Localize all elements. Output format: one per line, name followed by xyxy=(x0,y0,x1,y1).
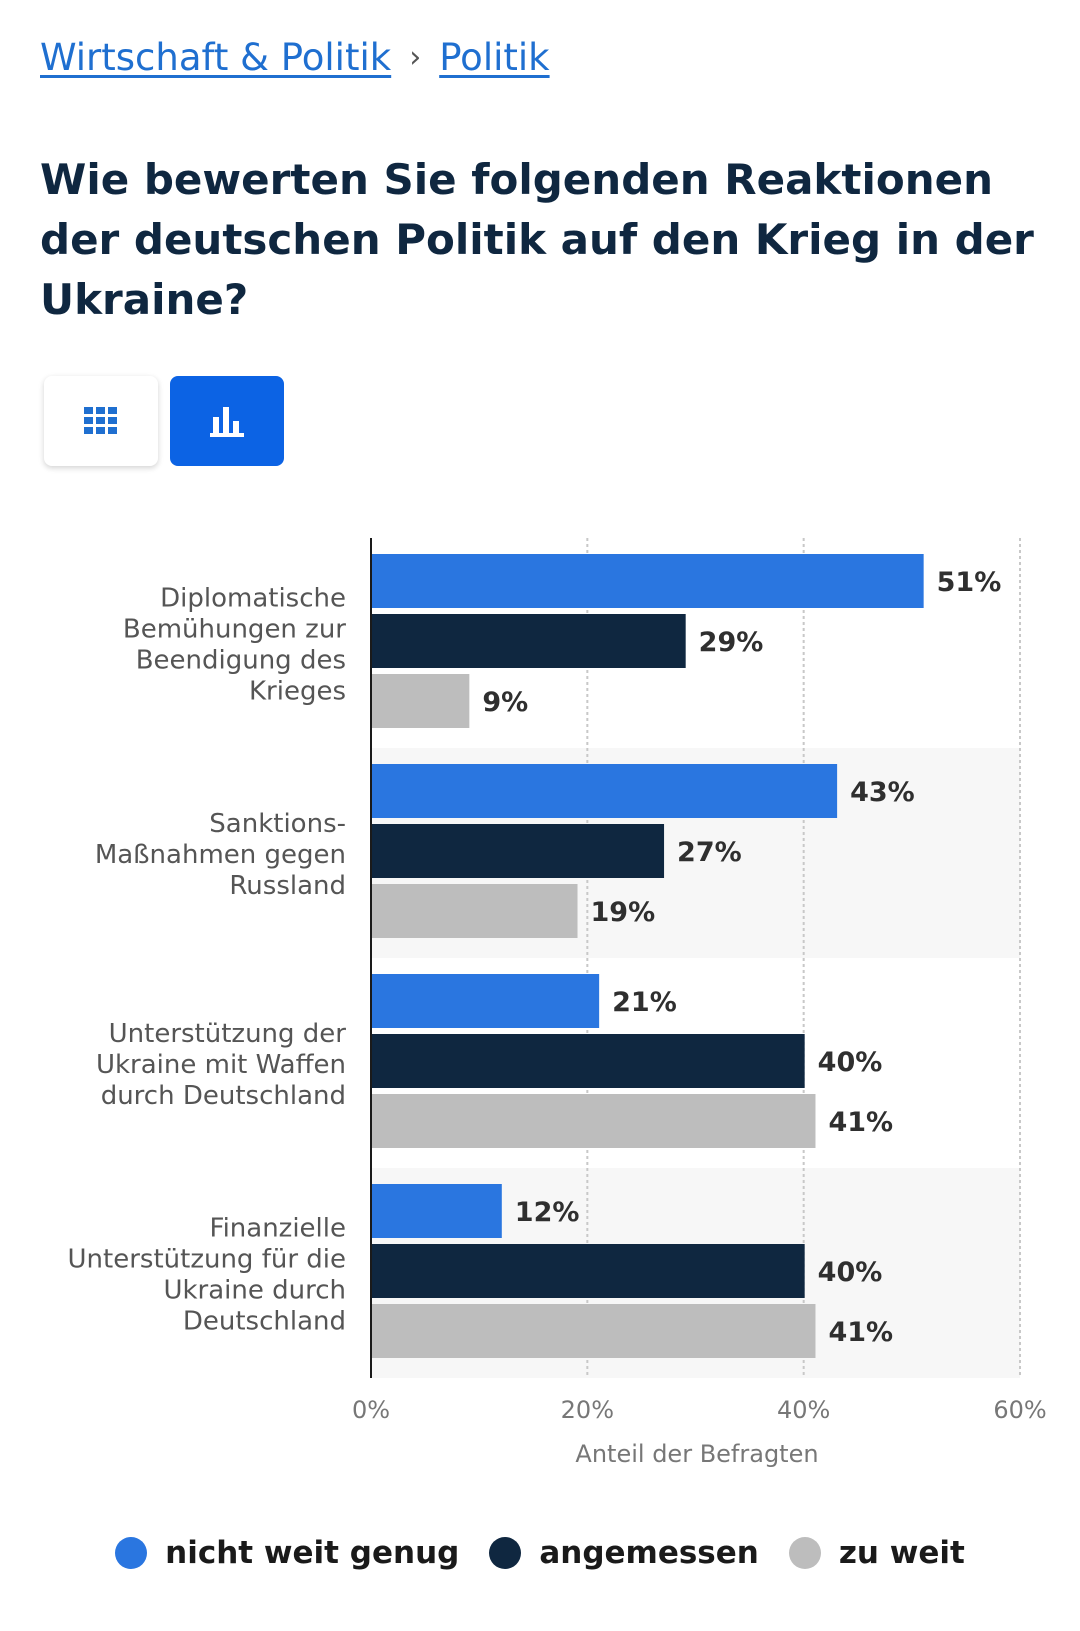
bar xyxy=(372,1094,816,1148)
breadcrumb-link-wirtschaft-politik[interactable]: Wirtschaft & Politik xyxy=(40,36,392,79)
legend-item[interactable]: zu weit xyxy=(788,1535,965,1571)
x-tick-label: 20% xyxy=(561,1396,614,1424)
bar xyxy=(372,554,924,608)
data-label: 21% xyxy=(612,987,677,1018)
legend-label: angemessen xyxy=(539,1535,759,1571)
category-label: Finanzielle Unterstützung für die Ukraine … xyxy=(68,1214,346,1337)
bar xyxy=(372,1034,805,1088)
data-label: 43% xyxy=(850,777,915,808)
table-view-button[interactable] xyxy=(44,376,158,466)
data-label: 41% xyxy=(828,1317,893,1348)
breadcrumb-separator: › xyxy=(409,40,422,75)
data-label: 12% xyxy=(515,1197,580,1228)
bar-chart-icon xyxy=(210,407,244,437)
bar-chart: 51% 29% 9% 43% 27% 19% 21% 40% 41% 12% 40% 41% Dipl… xyxy=(68,538,1047,1468)
category-label: Unterstützung der Ukraine mit Waffen durch… xyxy=(96,1019,346,1111)
x-tick-label: 40% xyxy=(777,1396,830,1424)
category-label: Sanktions-Maßnahmen gegen Russland xyxy=(95,809,346,901)
x-axis-label: Anteil der Befragten xyxy=(575,1440,818,1468)
bar xyxy=(372,764,838,818)
bar xyxy=(372,884,578,938)
chart-view-button[interactable] xyxy=(170,376,284,466)
legend-label: nicht weit genug xyxy=(165,1535,460,1571)
legend-item[interactable]: angemessen xyxy=(489,1535,759,1571)
legend-marker xyxy=(489,1537,522,1569)
bar xyxy=(372,674,470,728)
legend: nicht weit genug angemessen zu weit xyxy=(0,1535,1080,1571)
bar xyxy=(372,974,600,1028)
bar xyxy=(372,1304,816,1358)
x-tick-label: 0% xyxy=(352,1396,390,1424)
bar xyxy=(372,1184,502,1238)
category-label: Diplomatische Bemühungen zur Beendigung de… xyxy=(123,584,346,707)
bar xyxy=(372,824,665,878)
data-label: 9% xyxy=(482,687,528,718)
chart-title: Wie bewerten Sie folgenden Reaktionen de… xyxy=(40,155,1034,324)
data-label: 40% xyxy=(818,1257,883,1288)
data-label: 19% xyxy=(591,897,656,928)
breadcrumb-link-politik[interactable]: Politik xyxy=(439,36,550,79)
data-label: 41% xyxy=(828,1107,893,1138)
breadcrumb: Wirtschaft & Politik › Politik xyxy=(40,36,550,79)
grid-icon xyxy=(84,407,117,434)
bar xyxy=(372,1244,805,1298)
legend-item[interactable]: nicht weit genug xyxy=(115,1535,459,1571)
legend-label: zu weit xyxy=(838,1535,965,1571)
data-label: 29% xyxy=(699,627,764,658)
x-tick-label: 60% xyxy=(993,1396,1046,1424)
data-label: 27% xyxy=(677,837,742,868)
data-label: 51% xyxy=(937,567,1002,598)
data-label: 40% xyxy=(818,1047,883,1078)
legend-marker xyxy=(788,1537,821,1569)
bar xyxy=(372,614,686,668)
legend-marker xyxy=(115,1537,148,1569)
